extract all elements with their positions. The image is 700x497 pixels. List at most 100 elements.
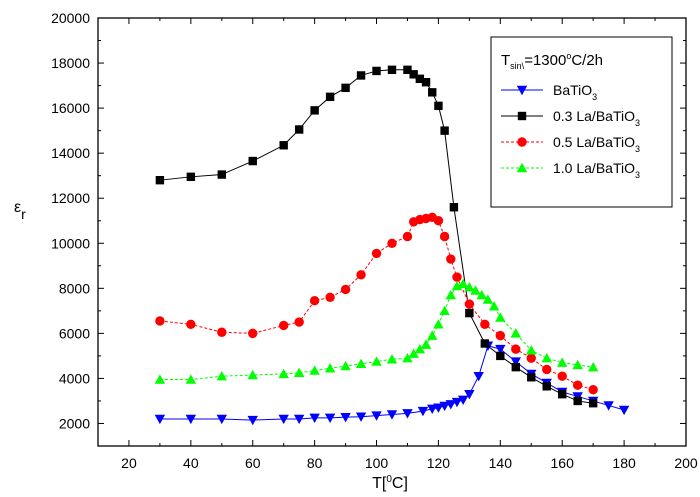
- data-point: [526, 353, 536, 363]
- y-tick-label: 6000: [59, 325, 90, 341]
- data-point: [557, 371, 567, 381]
- legend-entry-1: BaTiO3: [501, 82, 597, 102]
- data-point: [409, 70, 418, 79]
- data-point: [402, 231, 413, 242]
- series-2: [155, 65, 598, 408]
- data-point: [476, 289, 487, 300]
- y-tick-label: 12000: [51, 190, 90, 206]
- data-point: [325, 92, 335, 102]
- data-point: [371, 411, 382, 421]
- legend-label: 1.0 La/BaTiO3: [553, 160, 640, 180]
- data-point: [420, 339, 432, 349]
- legend: Tsin\=1300oC/2h BaTiO3 0.3 La/BaTiO3 0.5 La…: [490, 36, 673, 208]
- data-point: [371, 356, 382, 366]
- y-tick-label: 10000: [51, 235, 90, 251]
- data-point: [294, 317, 304, 327]
- data-point: [465, 308, 474, 318]
- data-point: [386, 410, 398, 420]
- data-point: [217, 327, 227, 337]
- data-point: [216, 414, 227, 425]
- legend-label: BaTiO3: [553, 82, 597, 102]
- data-point: [341, 83, 350, 93]
- data-point: [185, 374, 197, 384]
- data-point: [557, 357, 568, 367]
- data-point: [414, 343, 426, 354]
- data-point: [434, 101, 443, 111]
- x-tick-label: 20: [121, 455, 137, 471]
- data-point: [355, 358, 367, 368]
- data-point: [516, 85, 528, 96]
- data-point: [439, 401, 450, 412]
- data-point: [417, 406, 429, 417]
- data-point: [542, 382, 551, 391]
- data-point: [309, 413, 320, 424]
- data-point: [495, 312, 506, 322]
- data-point: [527, 373, 536, 382]
- data-point: [542, 364, 552, 375]
- y-tick-label: 8000: [59, 280, 90, 296]
- data-point: [421, 78, 431, 87]
- data-point: [408, 348, 419, 358]
- data-point: [154, 374, 166, 384]
- y-axis: 2000 4000 6000 8000 10000 12000 14000 16000 1800…: [51, 10, 686, 431]
- data-point: [496, 351, 505, 361]
- data-point: [294, 125, 304, 134]
- data-point: [154, 414, 166, 425]
- data-point: [464, 281, 475, 292]
- legend-label: 0.3 La/BaTiO3: [553, 108, 640, 128]
- series-layer: [154, 65, 630, 426]
- data-point: [278, 320, 289, 331]
- data-point: [572, 380, 583, 390]
- data-point: [356, 270, 366, 280]
- x-tick-label: 120: [427, 455, 451, 471]
- data-point: [386, 354, 398, 364]
- data-point: [340, 284, 351, 295]
- data-point: [470, 285, 481, 295]
- y-tick-label: 20000: [51, 10, 90, 26]
- data-point: [278, 414, 289, 425]
- data-point: [603, 401, 614, 411]
- data-point: [415, 74, 425, 84]
- data-point: [433, 216, 444, 226]
- legend-title: Tsin\=1300oC/2h: [501, 51, 603, 71]
- data-point: [439, 231, 450, 242]
- data-point: [495, 344, 506, 355]
- data-point: [427, 330, 438, 340]
- data-point: [248, 328, 258, 339]
- data-point: [248, 156, 257, 166]
- data-point: [356, 71, 366, 80]
- data-point: [526, 345, 537, 355]
- legend-entry-2: 0.3 La/BaTiO3: [501, 108, 640, 128]
- data-point: [480, 339, 490, 348]
- x-axis: 20 40 60 80 100 120 140 160 180 200: [97, 18, 698, 471]
- data-point: [216, 370, 227, 381]
- data-point: [452, 272, 462, 282]
- data-point: [488, 301, 500, 311]
- legend-box: [490, 36, 673, 208]
- data-point: [293, 414, 305, 425]
- data-point: [480, 319, 490, 330]
- y-tick-label: 18000: [51, 55, 90, 71]
- x-tick-label: 160: [551, 455, 575, 471]
- x-tick-label: 140: [489, 455, 513, 471]
- data-point: [340, 412, 351, 423]
- data-point: [464, 389, 475, 400]
- x-tick-label: 180: [612, 455, 636, 471]
- data-point: [433, 403, 444, 413]
- data-point: [279, 141, 288, 150]
- data-point: [446, 254, 456, 264]
- data-point: [387, 65, 397, 75]
- data-point: [445, 289, 456, 300]
- data-point: [155, 316, 165, 326]
- series-3: [155, 212, 598, 395]
- data-point: [402, 409, 413, 419]
- data-point: [572, 359, 583, 370]
- data-point: [440, 126, 449, 135]
- plot-frame: [97, 17, 687, 447]
- data-point: [325, 292, 335, 303]
- data-point: [457, 395, 469, 406]
- data-point: [588, 384, 598, 395]
- data-point: [186, 172, 196, 182]
- data-point: [324, 363, 336, 373]
- data-point: [495, 330, 506, 341]
